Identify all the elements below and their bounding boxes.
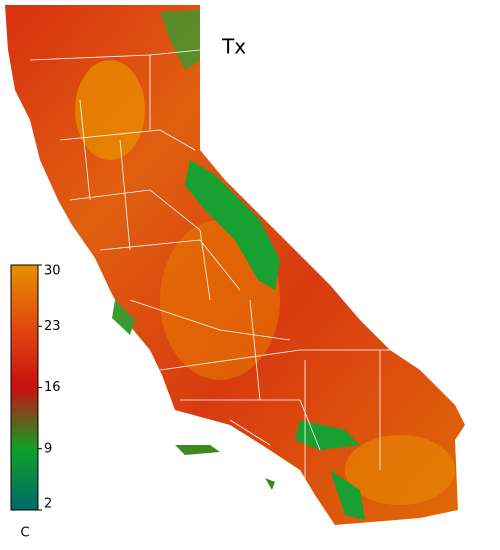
- mountains: [330, 470, 365, 520]
- tick-label: 2: [44, 497, 52, 512]
- sierra: [185, 160, 280, 290]
- desert: [345, 435, 455, 505]
- tick-label: 30: [44, 264, 61, 279]
- mountains: [160, 10, 200, 70]
- colorbar-scale: [10, 264, 39, 511]
- tick-label: 23: [44, 319, 61, 334]
- california: [5, 5, 465, 525]
- colorbar: 30 23 16 9 2: [10, 264, 61, 512]
- islands: [175, 445, 220, 455]
- county-lines: [29, 49, 390, 520]
- map-title: Tx: [221, 35, 246, 59]
- tick-label: 16: [44, 380, 61, 395]
- valley: [75, 60, 145, 160]
- colorbar-unit: C: [20, 526, 29, 541]
- tick-label: 9: [44, 441, 52, 456]
- islands: [265, 478, 275, 490]
- coast-range: [112, 300, 135, 335]
